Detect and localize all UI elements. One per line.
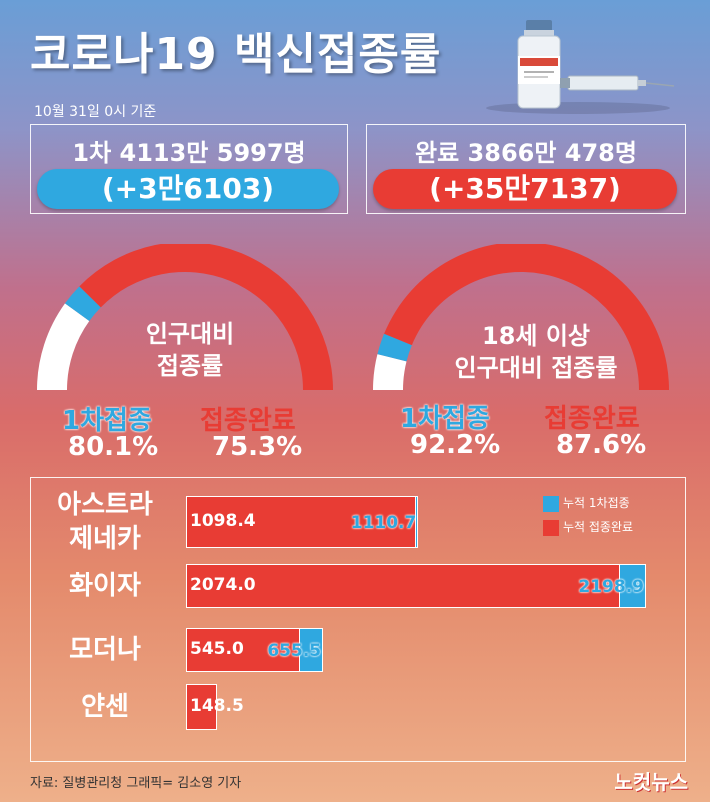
bar-completed bbox=[186, 628, 300, 672]
gauge1-first-label: 1차접종 bbox=[62, 406, 152, 436]
gauge1-complete-value: 75.3% bbox=[212, 432, 303, 462]
gauge2-center-line2: 인구대비 접종률 bbox=[454, 354, 618, 382]
bar-category-line: 아스트라 bbox=[57, 490, 153, 520]
gauge1-first-only-segment bbox=[64, 286, 101, 321]
gauge1-center-line1: 인구대비 bbox=[145, 320, 235, 348]
gauge2-center-line1: 18세 이상 bbox=[482, 322, 590, 350]
gauge1-complete-segment bbox=[79, 244, 333, 390]
reference-date: 10월 31일 0시 기준 bbox=[34, 104, 157, 120]
bar-first-dose-value: 655.5 bbox=[267, 641, 322, 661]
publisher-logo: 노컷뉴스 bbox=[614, 770, 688, 794]
legend-first: 누적 1차접종 bbox=[543, 494, 630, 512]
population-rate-gauge bbox=[37, 244, 333, 390]
bar-category-line: 화이자 bbox=[69, 571, 141, 601]
legend-first-label: 누적 1차접종 bbox=[563, 496, 630, 510]
legend-complete-swatch bbox=[543, 519, 559, 536]
legend-first-swatch bbox=[543, 495, 559, 512]
gauge1-center-line2: 접종률 bbox=[156, 352, 224, 380]
gauge1-remainder-segment bbox=[37, 303, 90, 390]
gauge1-first-value: 80.1% bbox=[68, 432, 159, 462]
adult-rate-gauge bbox=[373, 244, 669, 390]
first-dose-total: 1차 4113만 5997명 bbox=[72, 139, 306, 167]
completed-change-badge: (+35만7137) bbox=[373, 169, 677, 209]
gauge2-complete-value: 87.6% bbox=[556, 430, 647, 460]
gauge2-first-value: 92.2% bbox=[410, 430, 501, 460]
gauge2-complete-label: 접종완료 bbox=[544, 404, 640, 434]
bar-category-label: 화이자 bbox=[35, 569, 175, 603]
bar-completed-value: 545.0 bbox=[190, 639, 244, 659]
vaccine-vial-icon bbox=[486, 20, 675, 114]
bar-category-label: 얀센 bbox=[35, 690, 175, 724]
bar-category-line: 모더나 bbox=[69, 635, 141, 665]
bar-completed-value: 1098.4 bbox=[190, 511, 256, 531]
bar-completed bbox=[186, 496, 416, 548]
bar-completed-value: 148.5 bbox=[190, 696, 244, 716]
first-dose-change-badge: (+3만6103) bbox=[37, 169, 339, 209]
completed-total: 완료 3866만 478명 bbox=[415, 139, 637, 167]
gauge2-first-only-segment bbox=[377, 333, 412, 362]
bar-category-line: 얀센 bbox=[81, 692, 129, 722]
gauge1-complete-label: 접종완료 bbox=[200, 406, 296, 436]
completed-summary-box: 완료 3866만 478명 (+35만7137) bbox=[366, 124, 686, 214]
source-credit: 자료: 질병관리청 그래픽= 김소영 기자 bbox=[30, 776, 242, 791]
legend-complete: 누적 접종완료 bbox=[543, 518, 633, 536]
bar-completed bbox=[186, 564, 620, 608]
gauge2-remainder-segment bbox=[373, 354, 407, 390]
first-dose-summary-box: 1차 4113만 5997명 (+3만6103) bbox=[30, 124, 348, 214]
gauge2-center-label: 18세 이상 인구대비 접종률 bbox=[426, 320, 646, 384]
bar-first-dose-value: 1110.7 bbox=[350, 513, 417, 533]
gauge1-center-label: 인구대비 접종률 bbox=[110, 318, 270, 382]
page-title: 코로나19 백신접종률 bbox=[30, 29, 442, 80]
bar-first-dose-value: 2198.9 bbox=[578, 577, 644, 597]
legend-complete-label: 누적 접종완료 bbox=[563, 520, 634, 534]
bar-completed bbox=[186, 684, 218, 730]
gauge2-complete-segment bbox=[384, 244, 669, 390]
bar-category-line: 제네카 bbox=[69, 524, 141, 554]
bar-completed-value: 2074.0 bbox=[190, 575, 256, 595]
gauge2-first-label: 1차접종 bbox=[400, 404, 490, 434]
bar-category-label: 모더나 bbox=[35, 633, 175, 667]
